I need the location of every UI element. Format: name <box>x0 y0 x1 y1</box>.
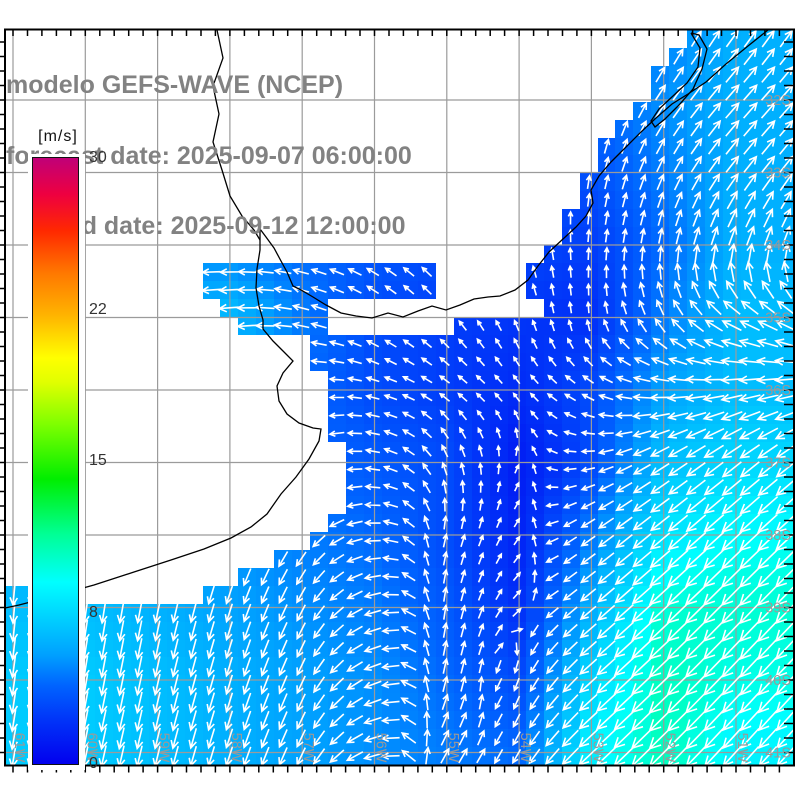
lat-label: 38S <box>765 528 791 544</box>
colorbar-tick-label: 30 <box>89 149 107 166</box>
lat-label: 39S <box>765 601 791 617</box>
lon-label: 58W <box>228 733 244 763</box>
colorbar-unit-label: [m/s] <box>38 128 78 145</box>
coastline <box>5 29 769 609</box>
colorbar-tick-label: 8 <box>89 603 98 621</box>
lon-label: 52W <box>662 733 678 763</box>
forecast-date: forecast date: 2025-09-07 06:00:00 <box>6 141 412 170</box>
colorbar-gradient <box>32 157 79 765</box>
lon-label: 53W <box>589 733 605 763</box>
lat-label: 41S <box>765 746 791 762</box>
lon-label: 59W <box>156 733 172 763</box>
lon-label: 54W <box>517 733 533 763</box>
colorbar-tick-label: 15 <box>89 452 107 469</box>
lat-label: 40S <box>765 673 791 689</box>
lon-label: 61W <box>11 733 27 763</box>
lat-label: 36S <box>765 383 791 399</box>
lon-label: 57W <box>300 733 316 763</box>
lon-label: 55W <box>445 733 461 763</box>
lon-label: 60W <box>83 733 99 763</box>
lat-label: 37S <box>765 456 791 472</box>
wave-direction-arrows <box>8 29 794 766</box>
title-block: modelo GEFS-WAVE (NCEP) forecast date: 2… <box>6 27 412 286</box>
axis-ticks <box>0 29 794 773</box>
lat-label: 34S <box>765 238 791 254</box>
colorbar-tick-label: 22 <box>89 300 107 318</box>
model-title: modelo GEFS-WAVE (NCEP) <box>6 71 344 99</box>
axis-labels: 61W 60W 59W 58W 57W 56W 55W 54W 53W 52W 51W 32S 33S 3… <box>11 93 791 763</box>
map-frame <box>4 28 795 767</box>
lat-label: 35S <box>765 311 791 327</box>
lat-label: 33S <box>765 166 791 182</box>
lon-label: 51W <box>734 733 750 763</box>
lon-label: 56W <box>373 733 389 763</box>
colorbar-panel <box>28 154 85 770</box>
colorbar-tick-label: 0 <box>89 755 98 772</box>
lat-label: 32S <box>765 93 791 109</box>
